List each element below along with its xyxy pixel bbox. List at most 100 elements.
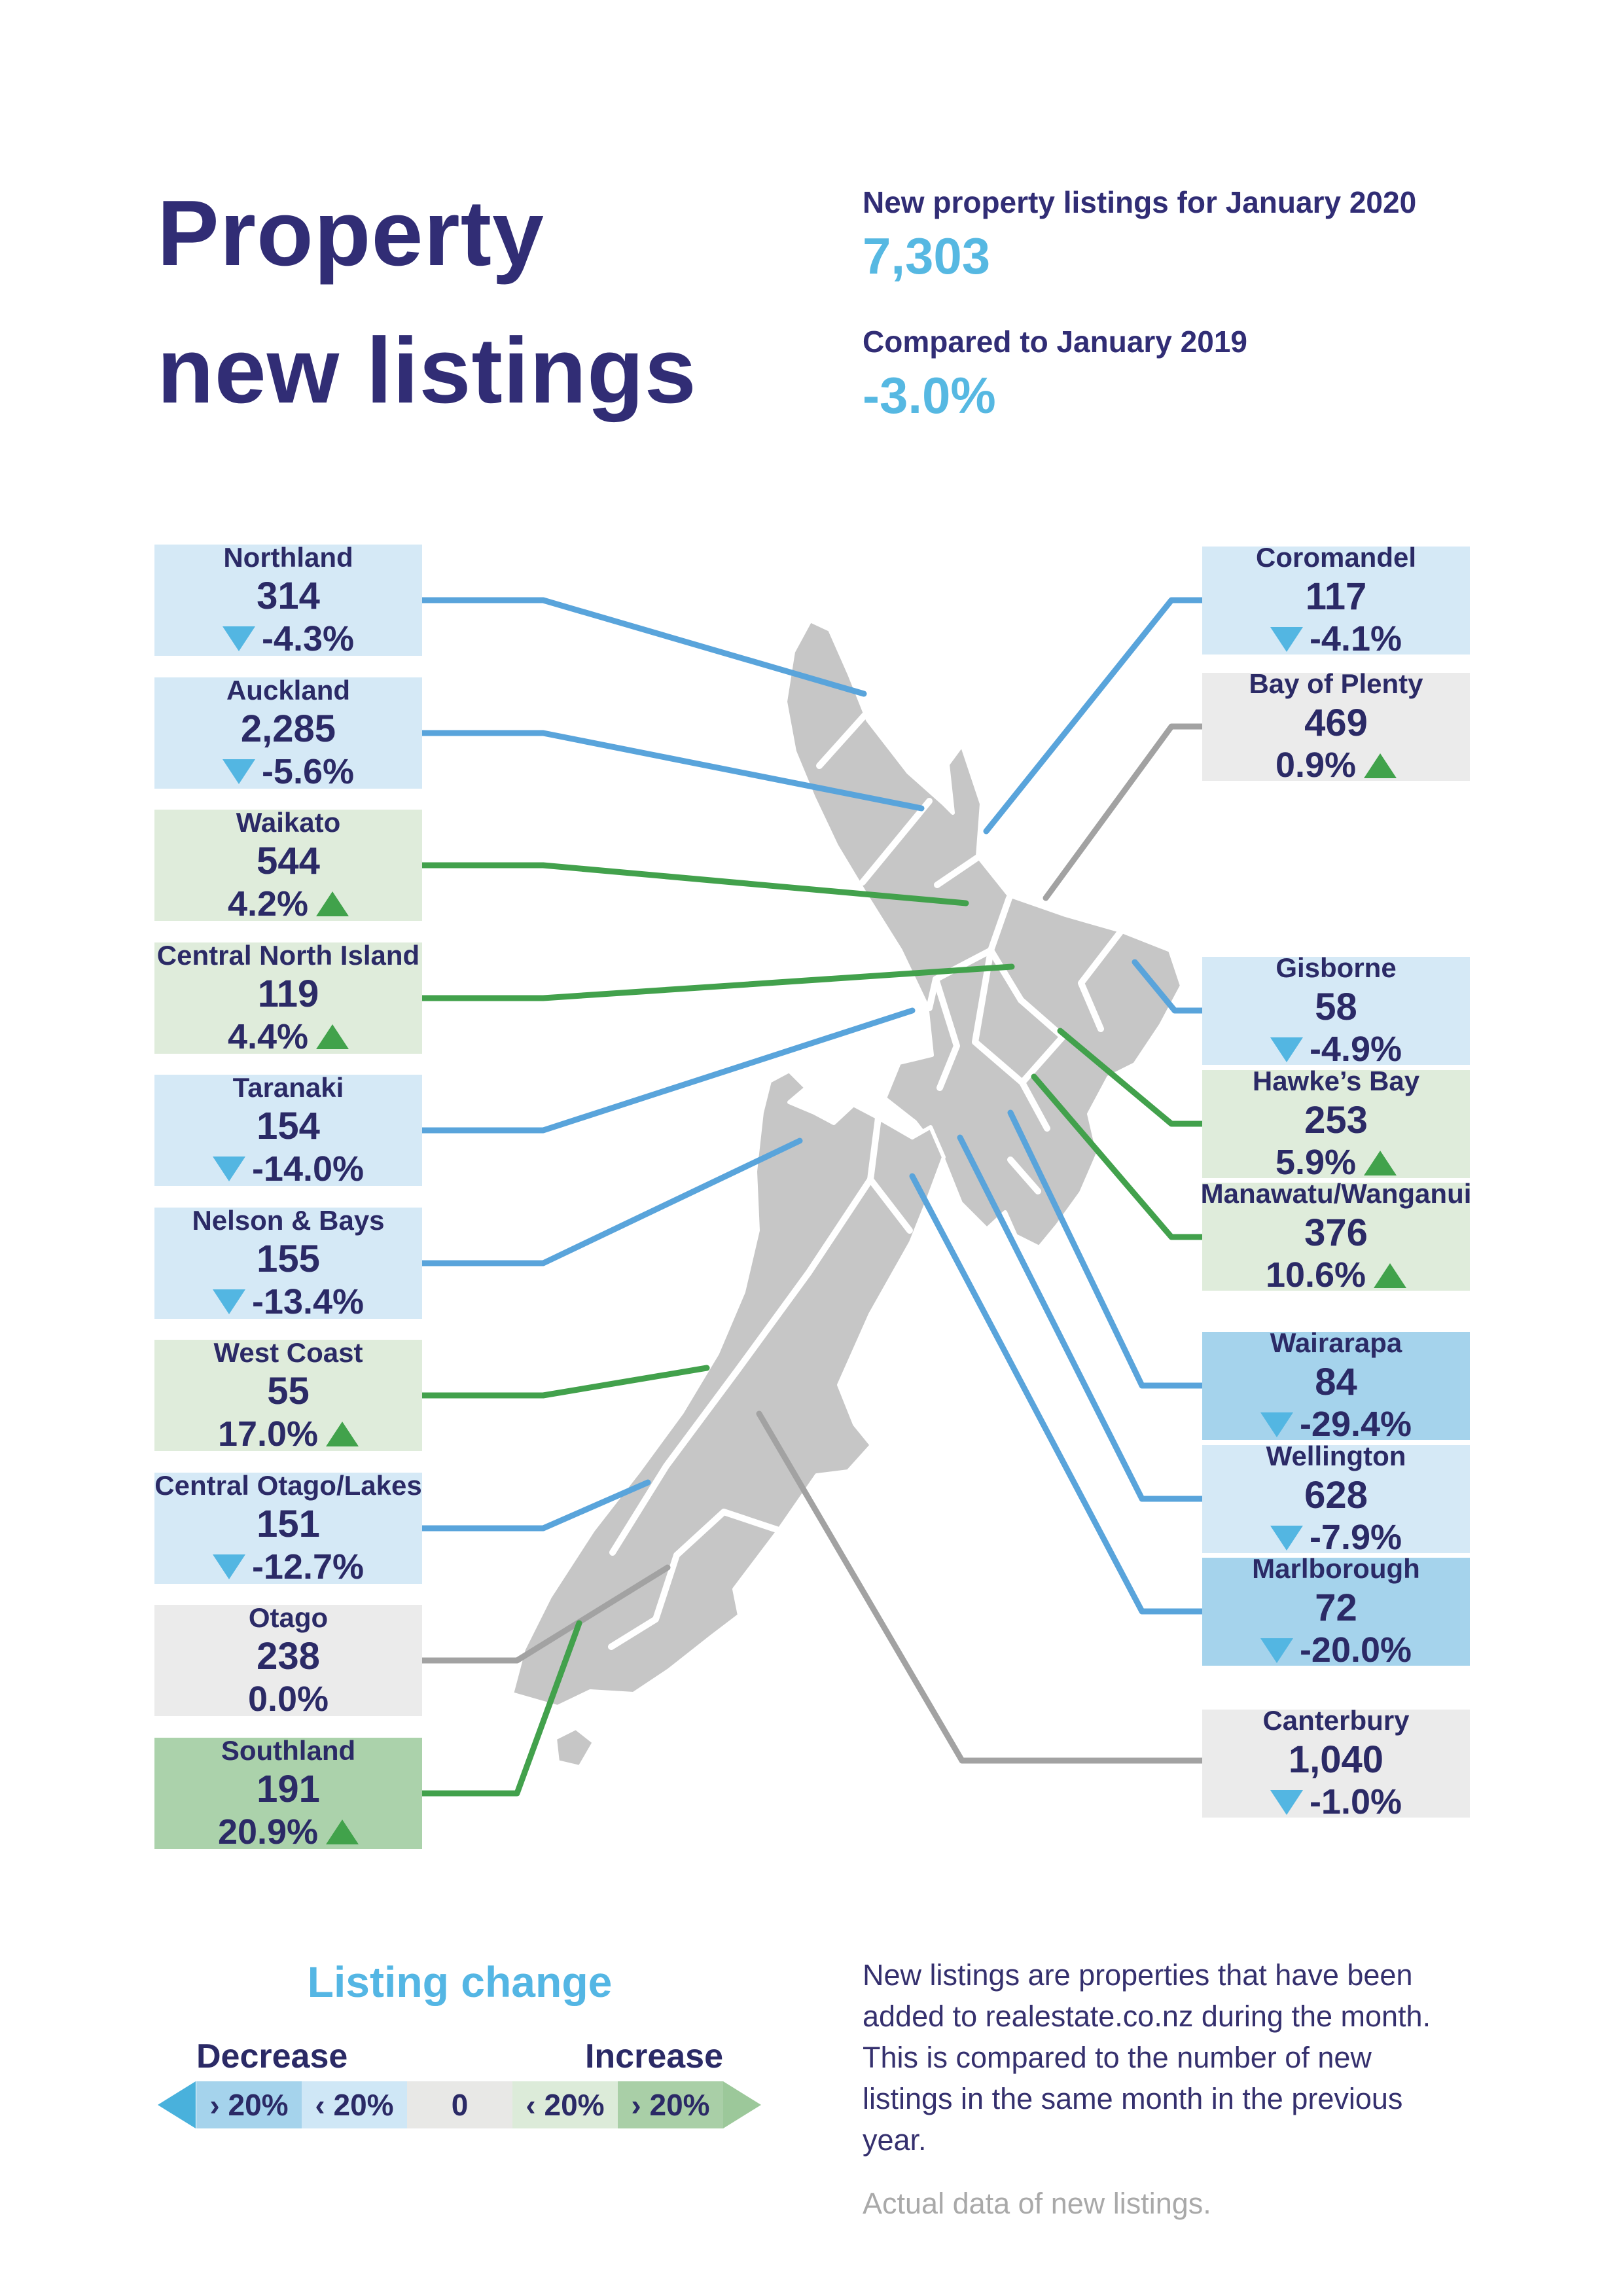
region-count: 55 — [267, 1370, 310, 1413]
region-count: 84 — [1315, 1360, 1357, 1403]
legend-segment-3: ‹ 20% — [512, 2081, 618, 2128]
region-name: Hawke’s Bay — [1252, 1066, 1420, 1097]
region-border — [608, 1552, 680, 1650]
region-count: 119 — [257, 973, 319, 1016]
connector-line-central-north-island — [419, 963, 1015, 1001]
region-change: 17.0% — [218, 1414, 359, 1454]
decrease-triangle-icon — [222, 759, 255, 785]
region-border — [1078, 929, 1124, 1032]
connector-line-bay-of-plenty — [1043, 723, 1205, 901]
legend-scale-bar: › 20% ‹ 20% 0 ‹ 20% › 20% — [196, 2081, 723, 2128]
legend-decrease-label: Decrease — [196, 2037, 348, 2075]
region-change: 0.9% — [1275, 745, 1397, 785]
region-change: -12.7% — [212, 1547, 364, 1587]
region-change-value: -4.1% — [1309, 619, 1402, 659]
region-change-value: -13.4% — [251, 1282, 365, 1321]
region-count: 314 — [257, 575, 320, 618]
legend-segment-4: › 20% — [618, 2081, 723, 2128]
region-count: 1,040 — [1288, 1738, 1384, 1781]
connector-line-west-coast — [419, 1365, 710, 1399]
region-change-value: 5.9% — [1275, 1143, 1357, 1183]
region-name: Northland — [223, 541, 353, 573]
region-change-value: 10.6% — [1265, 1255, 1366, 1295]
region-name: West Coast — [213, 1336, 363, 1368]
region-change-value: -4.3% — [261, 619, 355, 658]
region-name: Central Otago/Lakes — [154, 1469, 422, 1501]
connector-line-otago — [419, 1564, 671, 1664]
region-change-value: 20.9% — [217, 1812, 319, 1852]
region-box-coromandel: Coromandel 117 -4.1% — [1202, 542, 1470, 659]
region-name: Nelson & Bays — [192, 1204, 385, 1236]
region-change-value: 4.4% — [227, 1016, 309, 1056]
increase-triangle-icon — [1374, 1263, 1407, 1288]
region-box-taranaki: Taranaki 154 -14.0% — [154, 1071, 422, 1189]
region-change: 4.4% — [227, 1016, 349, 1056]
compare-label: Compared to January 2019 — [863, 325, 1248, 359]
legend-segment-0: › 20% — [196, 2081, 302, 2128]
increase-triangle-icon — [316, 891, 349, 917]
connector-line-northland — [419, 597, 867, 697]
region-name: Auckland — [226, 674, 351, 706]
decrease-triangle-icon — [1260, 1412, 1293, 1437]
region-name: Wellington — [1266, 1441, 1406, 1472]
region-change: -4.1% — [1270, 619, 1402, 659]
region-change: 10.6% — [1265, 1255, 1407, 1295]
region-count: 2,285 — [240, 708, 336, 751]
footnote: New listings are properties that have be… — [863, 1954, 1459, 2221]
region-change: -1.0% — [1270, 1782, 1402, 1822]
region-count: 58 — [1315, 985, 1357, 1028]
region-change-value: -1.0% — [1309, 1782, 1402, 1822]
connector-line-marlborough — [909, 1173, 1205, 1615]
page-title-line1: Property — [157, 181, 544, 285]
region-name: Southland — [221, 1734, 356, 1766]
legend-title: Listing change — [307, 1958, 613, 2006]
listings-label: New property listings for January 2020 — [863, 185, 1417, 219]
connector-line-wellington — [957, 1134, 1205, 1502]
listings-value: 7,303 — [863, 227, 991, 285]
region-change-value: 0.9% — [1275, 745, 1357, 785]
connector-line-canterbury — [756, 1410, 1205, 1764]
connector-line-manawatu-wanganui — [1031, 1073, 1205, 1240]
stewart-island — [553, 1726, 596, 1769]
region-name: Gisborne — [1275, 952, 1397, 984]
region-count: 238 — [257, 1635, 320, 1678]
region-box-west-coast: West Coast 55 17.0% — [154, 1336, 422, 1454]
region-box-manawatu-wanganui: Manawatu/Wanganui 376 10.6% — [1201, 1178, 1472, 1295]
region-border — [934, 854, 981, 888]
legend-axis-labels: Decrease Increase — [196, 2037, 723, 2076]
region-name: Waikato — [236, 806, 341, 838]
region-name: Taranaki — [232, 1071, 344, 1103]
decrease-triangle-icon — [1270, 1525, 1303, 1551]
region-box-southland: Southland 191 20.9% — [154, 1734, 422, 1852]
region-border — [867, 1115, 882, 1183]
region-change: -4.9% — [1270, 1030, 1402, 1069]
region-change: 4.2% — [227, 884, 349, 924]
region-change-value: 4.2% — [227, 884, 309, 924]
region-count: 117 — [1305, 575, 1367, 618]
region-change: -20.0% — [1260, 1630, 1412, 1670]
increase-triangle-icon — [326, 1422, 359, 1447]
region-border — [673, 1509, 782, 1558]
decrease-triangle-icon — [1260, 1638, 1293, 1663]
region-change-value: 0.0% — [247, 1679, 329, 1719]
region-name: Otago — [248, 1602, 329, 1633]
region-name: Coromandel — [1255, 542, 1417, 573]
region-change: -4.3% — [222, 619, 355, 658]
region-box-bay-of-plenty: Bay of Plenty 469 0.9% — [1202, 668, 1470, 785]
region-border — [933, 976, 960, 1091]
decrease-triangle-icon — [1270, 626, 1303, 652]
region-border — [609, 1176, 874, 1556]
region-count: 628 — [1304, 1473, 1368, 1516]
legend-segment-2: 0 — [407, 2081, 512, 2128]
region-change: -13.4% — [212, 1282, 365, 1321]
decrease-triangle-icon — [1270, 1037, 1303, 1062]
region-change-value: -14.0% — [251, 1149, 365, 1189]
region-count: 544 — [257, 840, 320, 883]
decrease-triangle-icon — [222, 626, 255, 652]
region-change: 20.9% — [217, 1812, 359, 1852]
region-change: -14.0% — [212, 1149, 365, 1189]
region-border — [859, 798, 933, 886]
decrease-triangle-icon — [212, 1289, 245, 1315]
decrease-triangle-icon — [212, 1157, 245, 1182]
